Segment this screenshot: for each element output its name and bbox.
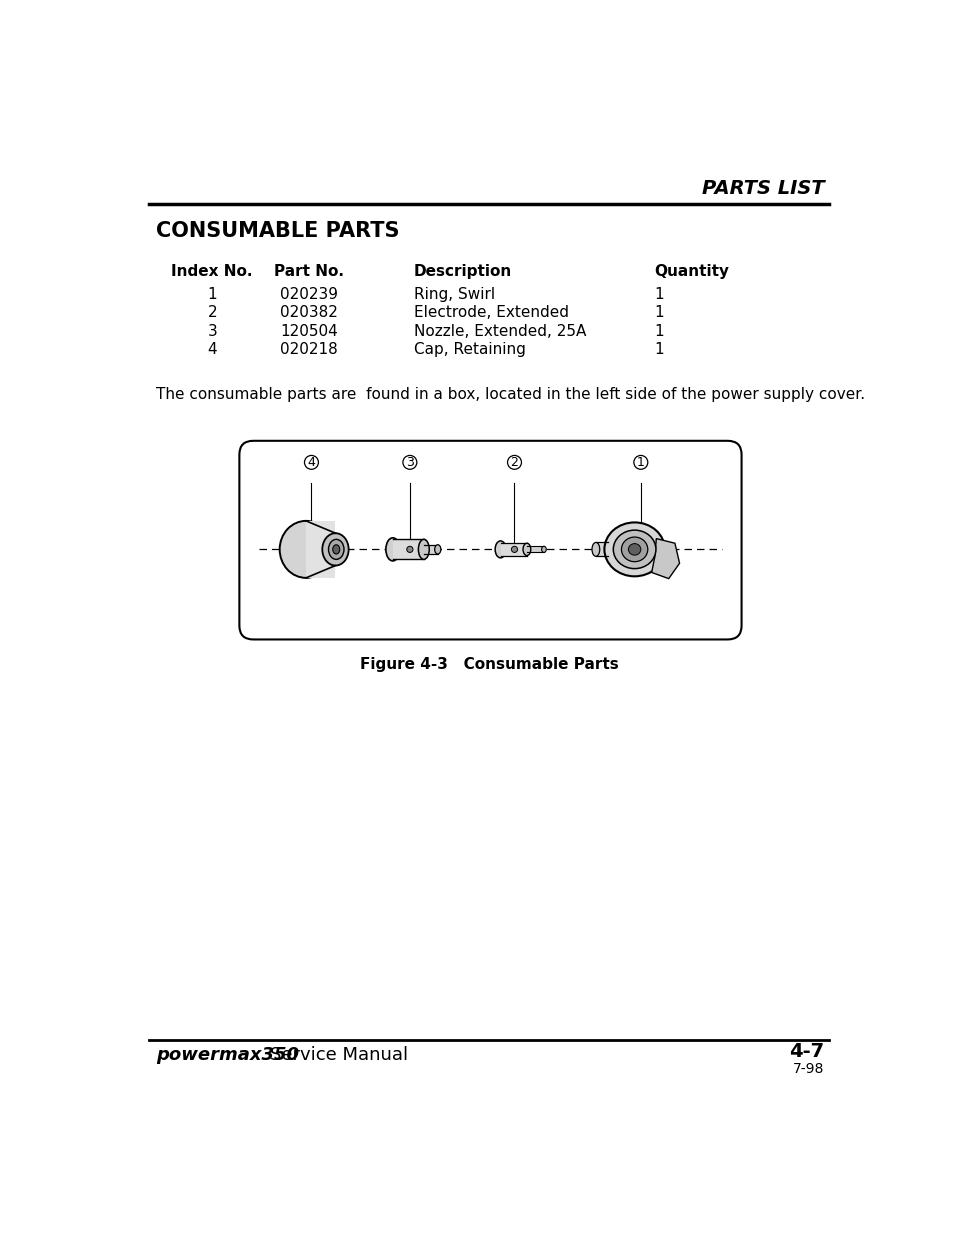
Ellipse shape xyxy=(495,541,505,558)
Text: 020218: 020218 xyxy=(280,342,337,357)
Text: Index No.: Index No. xyxy=(172,264,253,279)
Circle shape xyxy=(511,546,517,552)
FancyBboxPatch shape xyxy=(393,540,427,559)
Text: Service Manual: Service Manual xyxy=(270,1046,408,1065)
Text: 3: 3 xyxy=(406,456,414,469)
Text: Ring, Swirl: Ring, Swirl xyxy=(414,287,495,303)
Text: The consumable parts are  found in a box, located in the left side of the power : The consumable parts are found in a box,… xyxy=(156,387,864,403)
Text: 1: 1 xyxy=(654,287,663,303)
FancyBboxPatch shape xyxy=(306,521,335,578)
Ellipse shape xyxy=(613,530,656,568)
Text: 4: 4 xyxy=(207,342,217,357)
Ellipse shape xyxy=(333,545,339,555)
Text: 020382: 020382 xyxy=(280,305,337,320)
Text: 120504: 120504 xyxy=(280,324,337,338)
Circle shape xyxy=(507,456,521,469)
Text: PARTS LIST: PARTS LIST xyxy=(701,179,823,198)
Text: CONSUMABLE PARTS: CONSUMABLE PARTS xyxy=(156,221,399,241)
Ellipse shape xyxy=(592,542,599,556)
Ellipse shape xyxy=(628,543,640,556)
FancyBboxPatch shape xyxy=(526,546,543,552)
Text: Quantity: Quantity xyxy=(654,264,728,279)
Circle shape xyxy=(633,456,647,469)
Text: 020239: 020239 xyxy=(280,287,337,303)
Text: 1: 1 xyxy=(654,324,663,338)
Text: Nozzle, Extended, 25A: Nozzle, Extended, 25A xyxy=(414,324,585,338)
Ellipse shape xyxy=(418,540,429,559)
Text: 1: 1 xyxy=(637,456,644,469)
Text: 1: 1 xyxy=(654,342,663,357)
Ellipse shape xyxy=(385,537,399,561)
Ellipse shape xyxy=(435,545,440,555)
Circle shape xyxy=(304,456,318,469)
Text: Electrode, Extended: Electrode, Extended xyxy=(414,305,568,320)
FancyBboxPatch shape xyxy=(596,542,608,556)
Text: 1: 1 xyxy=(207,287,217,303)
Polygon shape xyxy=(651,538,679,579)
Ellipse shape xyxy=(541,546,546,552)
Text: 4: 4 xyxy=(307,456,315,469)
Circle shape xyxy=(402,456,416,469)
FancyBboxPatch shape xyxy=(239,441,740,640)
Text: 4-7: 4-7 xyxy=(788,1042,823,1061)
Ellipse shape xyxy=(322,534,348,566)
Text: Description: Description xyxy=(414,264,512,279)
Text: Part No.: Part No. xyxy=(274,264,344,279)
Ellipse shape xyxy=(279,521,332,578)
Ellipse shape xyxy=(328,540,344,559)
Text: 3: 3 xyxy=(207,324,217,338)
Text: 2: 2 xyxy=(510,456,517,469)
FancyBboxPatch shape xyxy=(423,545,437,555)
Ellipse shape xyxy=(604,522,664,577)
Circle shape xyxy=(406,546,413,552)
Text: Figure 4-3   Consumable Parts: Figure 4-3 Consumable Parts xyxy=(359,657,618,672)
Text: 2: 2 xyxy=(207,305,217,320)
Text: powermax350: powermax350 xyxy=(156,1046,299,1065)
FancyBboxPatch shape xyxy=(500,543,528,556)
Ellipse shape xyxy=(522,543,530,556)
Text: Cap, Retaining: Cap, Retaining xyxy=(414,342,525,357)
Ellipse shape xyxy=(620,537,647,562)
Text: 1: 1 xyxy=(654,305,663,320)
Text: 7-98: 7-98 xyxy=(792,1062,823,1076)
